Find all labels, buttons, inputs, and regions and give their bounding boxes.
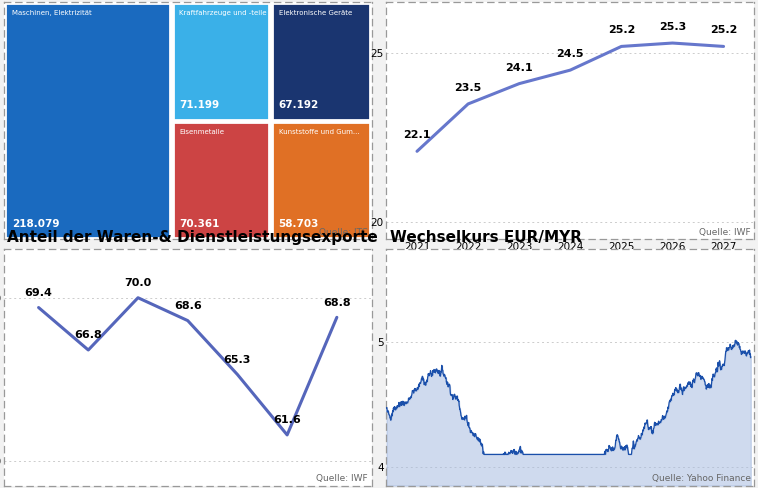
- Text: Quelle: IWF: Quelle: IWF: [699, 228, 750, 237]
- Text: 71.199: 71.199: [179, 101, 219, 110]
- Text: Elektronische Geräte: Elektronische Geräte: [279, 10, 352, 17]
- Text: Quelle: IWF: Quelle: IWF: [316, 474, 368, 483]
- Text: 70.361: 70.361: [179, 219, 220, 229]
- Text: Quelle: ITC: Quelle: ITC: [319, 228, 368, 237]
- Text: Kunststoffe und Gum...: Kunststoffe und Gum...: [279, 129, 359, 135]
- Bar: [272, 3, 370, 120]
- Text: 69.4: 69.4: [25, 288, 52, 298]
- Text: Quelle: Yahoo Finance: Quelle: Yahoo Finance: [652, 474, 750, 483]
- Text: 24.1: 24.1: [506, 62, 533, 73]
- Text: 23.5: 23.5: [455, 83, 482, 93]
- Text: 67.192: 67.192: [279, 101, 319, 110]
- Text: 25.2: 25.2: [608, 25, 635, 35]
- Text: Anteil der Waren-& Dienstleistungsexporte: Anteil der Waren-& Dienstleistungsexport…: [8, 230, 378, 245]
- Text: 68.6: 68.6: [174, 301, 202, 311]
- Text: Maschinen, Elektrizität: Maschinen, Elektrizität: [12, 10, 92, 17]
- Text: Wechselkurs EUR/MYR: Wechselkurs EUR/MYR: [390, 230, 582, 245]
- Text: 218.079: 218.079: [12, 219, 59, 229]
- Text: Kraftfahrzeuge und -teile: Kraftfahrzeuge und -teile: [179, 10, 267, 17]
- Bar: [5, 3, 170, 238]
- Text: 22.1: 22.1: [403, 130, 431, 140]
- Text: 65.3: 65.3: [224, 355, 251, 365]
- Text: Eisenmetalle: Eisenmetalle: [179, 129, 224, 135]
- Bar: [173, 3, 269, 120]
- Text: 58.703: 58.703: [279, 219, 319, 229]
- Text: 70.0: 70.0: [124, 278, 152, 288]
- Text: 68.8: 68.8: [323, 298, 351, 307]
- Text: 25.2: 25.2: [710, 25, 738, 35]
- Text: 66.8: 66.8: [74, 330, 102, 340]
- Text: 25.3: 25.3: [659, 22, 686, 32]
- Text: 24.5: 24.5: [556, 49, 584, 59]
- Bar: [173, 122, 269, 238]
- Text: 61.6: 61.6: [274, 415, 301, 425]
- Bar: [272, 122, 370, 238]
